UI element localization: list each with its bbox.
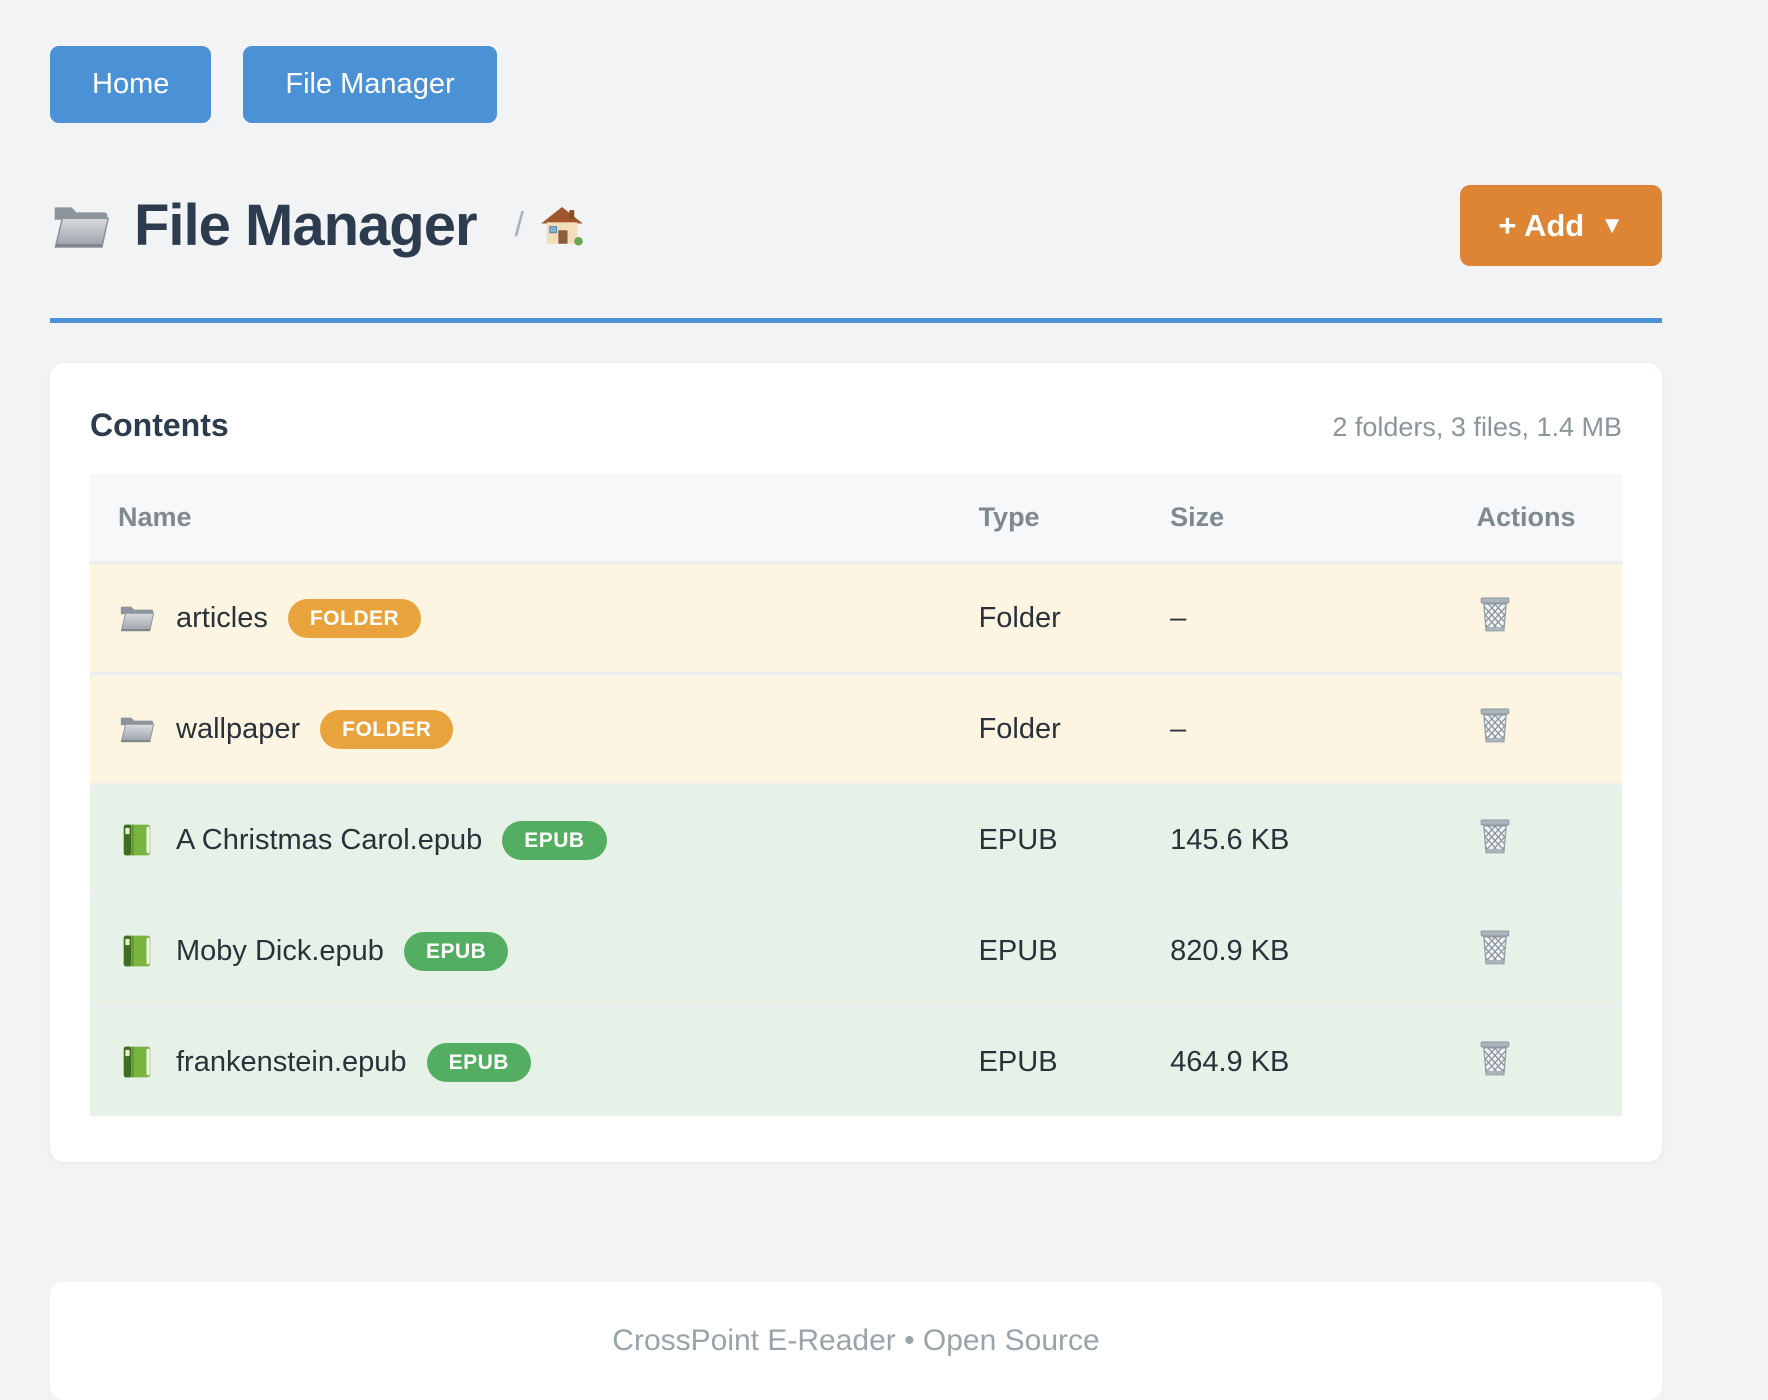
page-header: File Manager / + Add ▼	[50, 185, 1662, 323]
size-cell: –	[1170, 712, 1187, 745]
chevron-down-icon: ▼	[1600, 211, 1624, 239]
book-icon	[118, 933, 156, 969]
trash-icon	[1476, 816, 1514, 856]
folder-icon	[118, 711, 156, 747]
size-cell: 145.6 KB	[1170, 823, 1290, 856]
footer: CrossPoint E-Reader • Open Source	[50, 1282, 1662, 1400]
folder-icon	[50, 199, 112, 253]
type-badge: EPUB	[403, 931, 509, 971]
breadcrumb: /	[515, 205, 584, 247]
type-badge: EPUB	[502, 820, 607, 860]
type-badge: FOLDER	[287, 598, 422, 638]
column-header-type: Type	[978, 474, 1171, 563]
type-badge: FOLDER	[320, 709, 454, 749]
type-badge: EPUB	[426, 1042, 531, 1082]
type-cell: EPUB	[978, 823, 1058, 856]
size-cell: 464.9 KB	[1170, 1045, 1290, 1078]
trash-icon	[1476, 705, 1514, 745]
files-table: Name Type Size Actions articles FOLDER F…	[90, 474, 1622, 1116]
contents-title: Contents	[90, 407, 229, 443]
delete-button[interactable]	[1476, 927, 1514, 967]
file-name[interactable]: A Christmas Carol.epub	[176, 823, 483, 856]
file-name[interactable]: wallpaper	[176, 712, 301, 745]
table-row[interactable]: Moby Dick.epub EPUB EPUB 820.9 KB	[90, 895, 1622, 1007]
delete-button[interactable]	[1476, 705, 1514, 745]
add-button-label: + Add	[1498, 208, 1585, 243]
files-table-head: Name Type Size Actions	[90, 474, 1622, 563]
contents-card-header: Contents 2 folders, 3 files, 1.4 MB	[90, 407, 1622, 444]
delete-button[interactable]	[1476, 816, 1514, 856]
file-name[interactable]: articles	[176, 601, 268, 634]
folder-icon	[118, 600, 156, 636]
add-button[interactable]: + Add ▼	[1460, 185, 1662, 266]
footer-text: CrossPoint E-Reader • Open Source	[612, 1324, 1100, 1357]
size-cell: –	[1170, 601, 1187, 634]
column-header-actions: Actions	[1476, 474, 1622, 563]
file-name[interactable]: Moby Dick.epub	[176, 934, 384, 967]
table-row[interactable]: frankenstein.epub EPUB EPUB 464.9 KB	[90, 1006, 1622, 1116]
column-header-name: Name	[90, 474, 979, 563]
size-cell: 820.9 KB	[1170, 934, 1290, 967]
contents-table-body: articles FOLDER Folder – wallpaper FOLDE…	[90, 562, 1622, 1116]
book-icon	[118, 1044, 156, 1080]
type-cell: EPUB	[978, 934, 1058, 967]
top-nav: Home File Manager	[50, 0, 1662, 123]
book-icon	[118, 822, 156, 858]
file-name[interactable]: frankenstein.epub	[176, 1045, 407, 1078]
table-row[interactable]: A Christmas Carol.epub EPUB EPUB 145.6 K…	[90, 784, 1622, 896]
nav-file-manager-button[interactable]: File Manager	[243, 46, 497, 123]
trash-icon	[1476, 1038, 1514, 1078]
type-cell: Folder	[978, 601, 1061, 634]
trash-icon	[1476, 927, 1514, 967]
type-cell: EPUB	[978, 1045, 1058, 1078]
trash-icon	[1476, 594, 1514, 634]
table-row[interactable]: wallpaper FOLDER Folder –	[90, 673, 1622, 785]
delete-button[interactable]	[1476, 594, 1514, 634]
page-container: Home File Manager File Manager / + Add ▼…	[50, 0, 1662, 1400]
table-row[interactable]: articles FOLDER Folder –	[90, 562, 1622, 674]
contents-summary: 2 folders, 3 files, 1.4 MB	[1332, 412, 1622, 442]
page-title: File Manager	[134, 193, 478, 258]
breadcrumb-home-link[interactable]	[540, 205, 584, 247]
type-cell: Folder	[978, 712, 1061, 745]
contents-card: Contents 2 folders, 3 files, 1.4 MB Name…	[50, 363, 1662, 1162]
nav-home-button[interactable]: Home	[50, 46, 212, 123]
column-header-size: Size	[1170, 474, 1477, 563]
breadcrumb-separator: /	[514, 206, 524, 244]
house-icon	[540, 205, 584, 247]
delete-button[interactable]	[1476, 1038, 1514, 1078]
